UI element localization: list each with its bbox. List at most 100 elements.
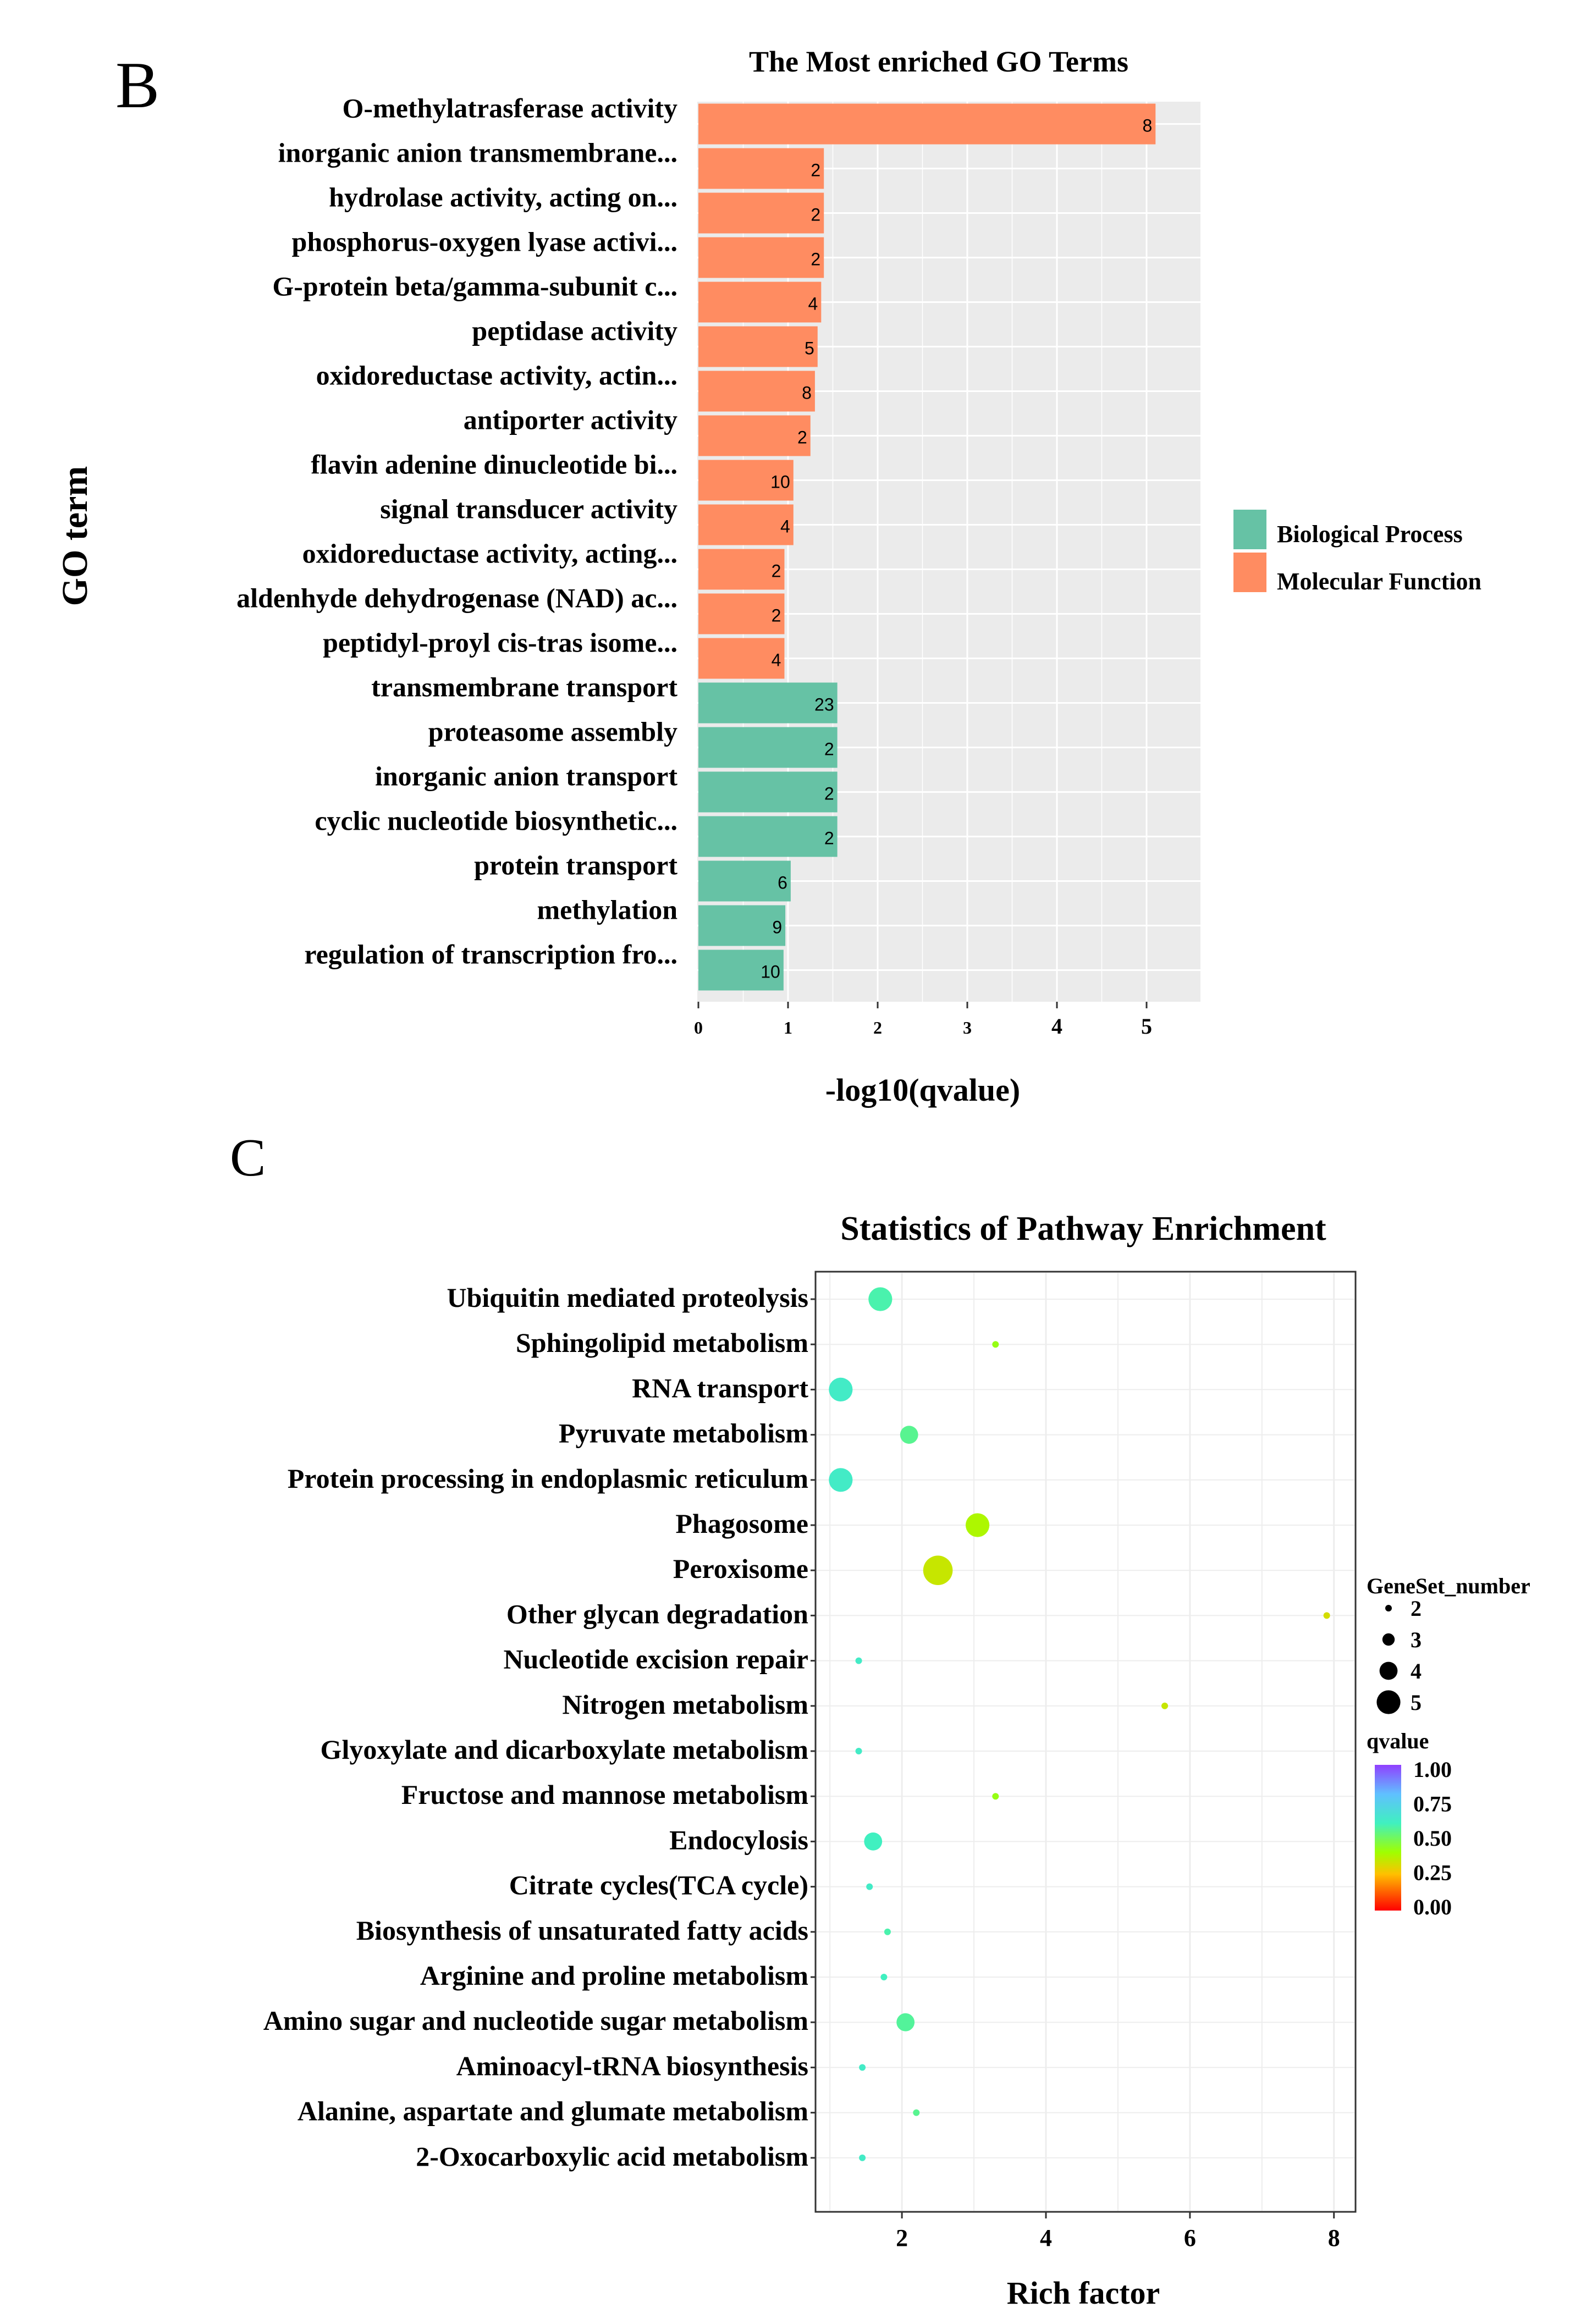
bar-cyclic-nucleotide-biosynthetic: [698, 816, 838, 857]
go-term-label: oxidoreductase activity, acting...: [302, 538, 677, 569]
point-alanine-aspartate-and-glumate-metabolism: [913, 2109, 920, 2116]
pathway-label: 2-Oxocarboxylic acid metabolism: [416, 2141, 808, 2172]
go-y-axis-label: GO term: [55, 466, 95, 606]
legend-label-molecular-function: Molecular Function: [1277, 568, 1481, 595]
pathway-points: [829, 1287, 1330, 2161]
panel-c-letter: C: [230, 1128, 266, 1188]
size-legend-label: 5: [1411, 1690, 1422, 1715]
point-endocylosis: [864, 1832, 883, 1851]
bar-count-label: 2: [811, 161, 820, 180]
size-legend-dot: [1376, 1690, 1401, 1714]
point-arginine-and-proline-metabolism: [880, 1974, 888, 1980]
bar-methylation: [698, 905, 786, 946]
pathway-label: Sphingolipid metabolism: [516, 1327, 808, 1358]
bar-count-label: 2: [772, 606, 781, 626]
bar-count-label: 4: [772, 650, 781, 670]
point-biosynthesis-of-unsaturated-fatty-acids: [884, 1928, 891, 1935]
point-citrate-cycles-tca-cycle: [866, 1883, 873, 1890]
go-term-label: G-protein beta/gamma-subunit c...: [272, 271, 677, 302]
go-term-label: peptidase activity: [472, 316, 677, 346]
bar-count-label: 2: [811, 250, 820, 269]
bar-count-label: 23: [814, 695, 834, 715]
bar-oxidoreductase-activity-acting: [698, 549, 785, 590]
panel-b-letter: B: [115, 48, 159, 122]
pathway-label: Biosynthesis of unsaturated fatty acids: [356, 1915, 808, 1946]
bar-peptidyl-proyl-cis-tras-isome: [698, 638, 785, 679]
qvalue-color-legend: qvalue 1.00 0.75 0.50 0.25 0.00: [1367, 1729, 1452, 1919]
pathway-x-axis-label: Rich factor: [1007, 2275, 1160, 2311]
pathway-label: Aminoacyl-tRNA biosynthesis: [456, 2050, 808, 2081]
x-tick-label: 0: [694, 1018, 703, 1037]
bar-count-label: 8: [802, 383, 812, 403]
bar-regulation-of-transcription-fro: [698, 950, 784, 991]
color-legend-label: 0.50: [1413, 1826, 1452, 1851]
bar-count-label: 5: [805, 339, 814, 358]
go-bars: [698, 103, 1156, 991]
point-peroxisome: [923, 1555, 953, 1585]
bar-count-label: 4: [780, 517, 790, 537]
panel-c-pathway-enrichment: C Statistics of Pathway Enrichment Ubiqu…: [230, 1128, 1530, 2311]
size-legend-dot: [1382, 1633, 1395, 1646]
go-legend: Biological Process Molecular Function: [1233, 510, 1481, 595]
bar-count-label: 2: [811, 205, 820, 225]
color-legend-label: 0.25: [1413, 1861, 1452, 1885]
go-term-label: O-methylatrasferase activity: [343, 93, 678, 124]
x-tick-label: 3: [963, 1018, 972, 1037]
go-term-label: regulation of transcription fro...: [304, 939, 677, 970]
x-tick-label: 4: [1040, 2224, 1052, 2251]
x-tick-label: 6: [1184, 2224, 1196, 2251]
x-tick-label: 2: [873, 1018, 882, 1037]
go-term-label: antiporter activity: [464, 405, 677, 435]
x-tick-label: 2: [896, 2224, 908, 2251]
bar-count-label: 10: [770, 472, 790, 492]
go-term-label: methylation: [537, 895, 677, 925]
pathway-label: Phagosome: [675, 1508, 808, 1539]
pathway-label: Pyruvate metabolism: [559, 1418, 808, 1449]
point-phagosome: [966, 1513, 990, 1537]
pathway-label: Amino sugar and nucleotide sugar metabol…: [263, 2005, 808, 2036]
pathway-label: Protein processing in endoplasmic reticu…: [288, 1463, 808, 1494]
pathway-label: Alanine, aspartate and glumate metabolis…: [298, 2096, 808, 2127]
bar-antiporter-activity: [698, 415, 811, 456]
pathway-label: Glyoxylate and dicarboxylate metabolism: [321, 1734, 808, 1765]
size-legend-dot: [1379, 1661, 1398, 1680]
go-term-label: proteasome assembly: [428, 716, 677, 747]
bar-protein-transport: [698, 860, 791, 902]
size-legend-label: 3: [1411, 1627, 1422, 1652]
bar-count-label: 8: [1143, 116, 1153, 136]
pathway-label: Fructose and mannose metabolism: [401, 1779, 808, 1810]
go-chart-title: The Most enriched GO Terms: [749, 45, 1128, 78]
point-sphingolipid-metabolism: [992, 1341, 999, 1348]
point-aminoacyl-trna-biosynthesis: [859, 2064, 866, 2071]
point-glyoxylate-and-dicarboxylate-metabolism: [855, 1748, 862, 1754]
pathway-grid: [817, 1273, 1354, 2211]
pathway-label: Nitrogen metabolism: [562, 1689, 808, 1720]
pathway-label: Citrate cycles(TCA cycle): [509, 1870, 808, 1901]
color-legend-title: qvalue: [1367, 1729, 1429, 1753]
pathway-label: Arginine and proline metabolism: [420, 1960, 808, 1991]
point-ubiquitin-mediated-proteolysis: [868, 1287, 893, 1311]
bar-o-methylatrasferase-activity: [698, 103, 1156, 145]
go-term-label: inorganic anion transport: [375, 761, 677, 792]
legend-label-biological-process: Biological Process: [1277, 521, 1463, 548]
point-protein-processing-in-endoplasmic-reticulum: [829, 1468, 853, 1492]
color-legend-label: 0.75: [1413, 1792, 1452, 1817]
go-term-label: transmembrane transport: [371, 672, 677, 703]
go-term-label: aldenhyde dehydrogenase (NAD) ac...: [236, 583, 677, 614]
point-nucleotide-excision-repair: [855, 1657, 862, 1664]
go-term-label: oxidoreductase activity, actin...: [316, 360, 677, 391]
go-term-label: flavin adenine dinucleotide bi...: [311, 449, 677, 480]
go-term-label: signal transducer activity: [380, 494, 677, 525]
bar-count-label: 10: [761, 962, 780, 982]
bar-oxidoreductase-activity-actin: [698, 371, 815, 412]
bar-count-label: 2: [824, 784, 834, 804]
go-term-label: protein transport: [474, 850, 677, 881]
bar-count-label: 4: [808, 294, 818, 314]
x-tick-label: 1: [784, 1018, 792, 1037]
size-legend-title: GeneSet_number: [1367, 1574, 1530, 1598]
panel-b-go-terms: B The Most enriched GO Terms 82224582104…: [55, 45, 1481, 1108]
go-term-labels: O-methylatrasferase activity inorganic an…: [236, 93, 677, 970]
pathway-label: Nucleotide excision repair: [503, 1644, 808, 1675]
pathway-label: Other glycan degradation: [506, 1598, 808, 1629]
color-legend-label: 1.00: [1413, 1757, 1452, 1782]
